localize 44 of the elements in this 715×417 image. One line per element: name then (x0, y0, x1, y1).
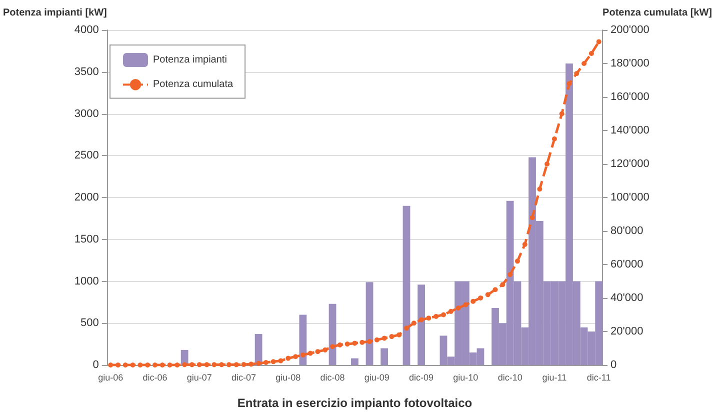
y-tick-label: 4000 (74, 24, 99, 36)
y2-tick-label: 100'000 (610, 192, 650, 204)
y2-tick-label: 0 (610, 359, 617, 371)
x-tick-label: giu-08 (276, 372, 301, 382)
x-tick-label: giu-10 (453, 372, 478, 382)
bar (351, 358, 358, 365)
x-axis-title: Entrata in esercizio impianto fotovoltaico (237, 396, 472, 410)
y2-tick-label: 180'000 (610, 58, 650, 70)
y2-tick-label: 140'000 (610, 124, 650, 136)
y-tick-label: 1500 (74, 233, 99, 246)
x-tick-label: dic-08 (320, 372, 345, 382)
y-tick-label: 500 (80, 317, 99, 330)
bar (299, 314, 307, 365)
y2-tick-label: 120'000 (610, 158, 650, 170)
bar (380, 348, 388, 365)
x-tick-label: dic-06 (142, 372, 168, 382)
y2-tick-label: 40'000 (610, 292, 644, 304)
y-tick-label: 2500 (74, 150, 99, 162)
y2-tick-label: 160'000 (610, 91, 650, 103)
legend-label: Potenza cumulata (153, 79, 234, 90)
x-tick-label: dic-07 (231, 372, 256, 382)
y2-tick-label: 80'000 (610, 225, 644, 237)
x-tick-label: giu-07 (186, 372, 212, 382)
y-tick-label: 0 (92, 359, 99, 371)
x-tick-label: dic-09 (409, 372, 434, 382)
x-tick-label: dic-11 (586, 372, 611, 382)
y-tick-label: 1000 (74, 275, 99, 288)
bar (366, 282, 374, 365)
bar (328, 304, 336, 365)
x-tick-label: dic-10 (498, 372, 522, 382)
y2-tick-label: 20'000 (610, 326, 644, 338)
y2-tick-label: 200'000 (610, 24, 650, 36)
y-tick-label: 2000 (74, 192, 99, 204)
bar (418, 284, 425, 365)
x-tick-label: giu-06 (98, 372, 124, 382)
x-tick-label: giu-11 (542, 372, 567, 382)
y2-tick-label: 60'000 (610, 258, 644, 270)
y-axis-title: Potenza impianti [kW] (2, 8, 107, 18)
y-tick-label: 3500 (74, 66, 99, 78)
x-tick-label: giu-09 (364, 372, 390, 382)
y2-axis-title: Potenza cumulata [kW] (602, 8, 712, 18)
bar (402, 206, 410, 365)
y-tick-label: 3000 (74, 108, 99, 120)
legend-label: Potenza impianti (153, 54, 227, 66)
